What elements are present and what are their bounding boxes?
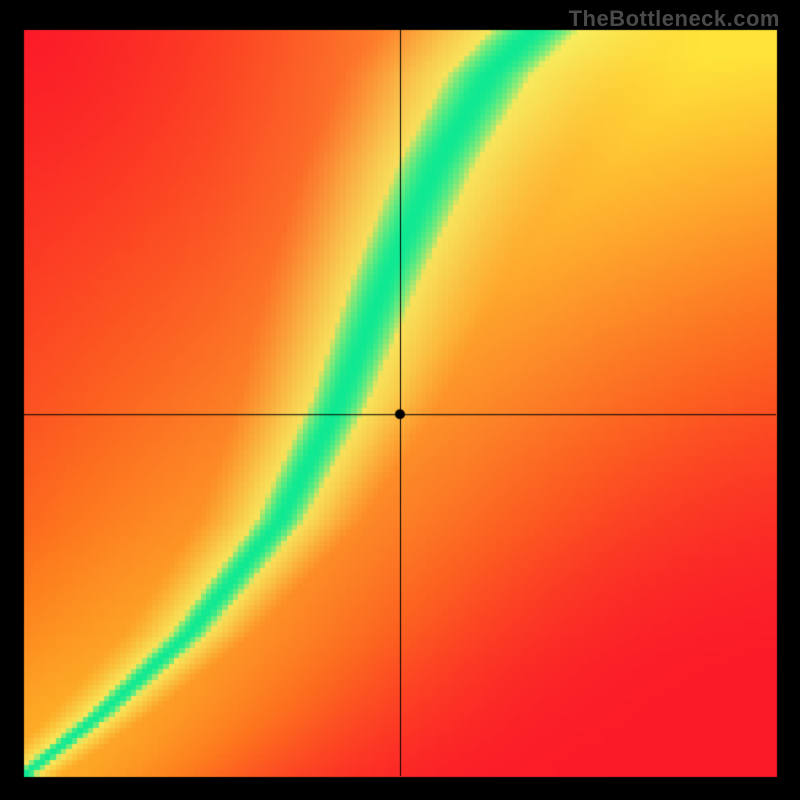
heatmap-canvas	[0, 0, 800, 800]
chart-container: TheBottleneck.com	[0, 0, 800, 800]
watermark-text: TheBottleneck.com	[569, 6, 780, 32]
